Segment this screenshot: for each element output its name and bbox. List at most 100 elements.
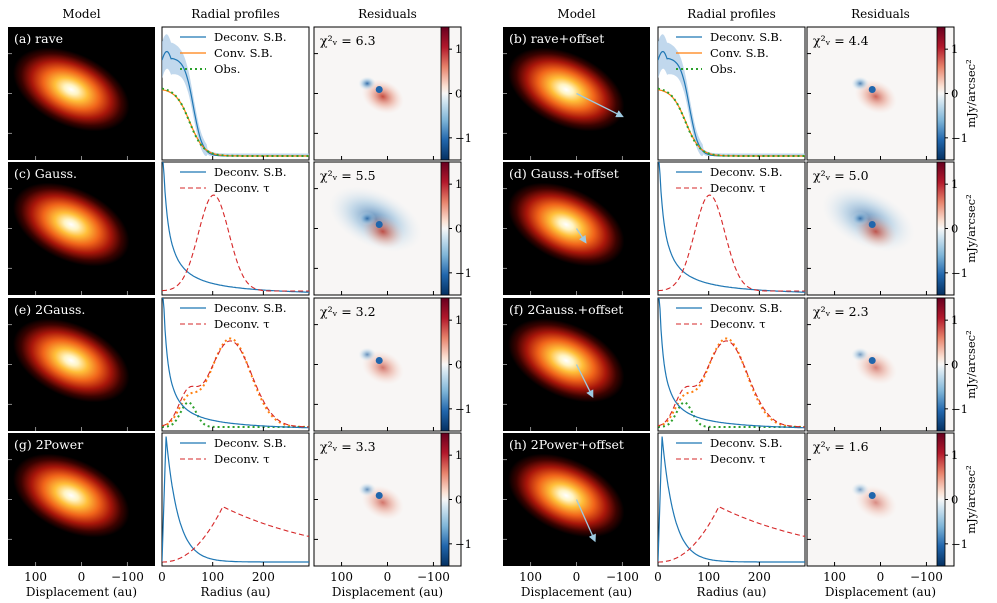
chi-label: χ²ᵥ = 3.3 (320, 439, 376, 454)
conv-sb-line (162, 89, 309, 157)
deconv-tau-line (658, 194, 805, 292)
legend-label: Deconv. τ (214, 317, 270, 331)
colorbar-label: mJy/arcsec² (964, 194, 978, 262)
radius-axis-label: Radius (au) (697, 585, 767, 599)
colorbar-tick-label: 0 (951, 222, 958, 236)
radius-tick-label: 100 (201, 570, 224, 584)
profile-plot-area (658, 162, 805, 293)
deconv-sb-line (162, 298, 309, 429)
displacement-axis-label: Displacement (au) (332, 585, 443, 599)
column-title-5: Residuals (851, 7, 910, 21)
displacement-tick-label: 100 (330, 570, 353, 584)
residual-blue-blob (851, 211, 870, 226)
displacement-tick-label: 0 (877, 570, 885, 584)
residual-blue-blob (851, 347, 870, 362)
colorbar-label: mJy/arcsec² (964, 330, 978, 398)
residual-blue-blob (851, 482, 870, 497)
displacement-tick-label: −100 (111, 570, 144, 584)
displacement-axis-label: Displacement (au) (26, 585, 137, 599)
offset-arrow (576, 92, 624, 118)
deconv-tau-line (658, 505, 805, 563)
colorbar-tick-label: −1 (951, 131, 968, 145)
model-panel-label: (d) Gauss.+offset (509, 166, 619, 181)
residual-center-dot (868, 86, 876, 94)
colorbar-tick-label: 1 (951, 42, 958, 56)
chi-label: χ²ᵥ = 2.3 (813, 304, 869, 319)
deconv-tau-line (162, 194, 309, 292)
deconv-tau-line (162, 505, 309, 563)
offset-arrow (575, 499, 596, 543)
colorbar-tick-label: 0 (455, 358, 462, 372)
displacement-axis-label: Displacement (au) (825, 585, 936, 599)
disk-model-image (12, 453, 130, 538)
radius-axis-label: Radius (au) (201, 585, 271, 599)
residual-center-dot (375, 492, 383, 500)
uncertainty-band (162, 34, 309, 156)
column-title-0: Model (62, 7, 100, 21)
disk-model-image (507, 47, 625, 132)
displacement-tick-label: 100 (823, 570, 846, 584)
legend-label: Deconv. S.B. (214, 436, 286, 450)
legend-label: Deconv. S.B. (710, 30, 782, 44)
legend-label: Deconv. τ (710, 452, 766, 466)
model-panel-label: (g) 2Power (14, 437, 83, 452)
colorbar (936, 297, 946, 432)
residual-blue-blob (358, 76, 377, 91)
residual-blue-blob (358, 482, 377, 497)
colorbar-tick-label: −1 (951, 537, 968, 551)
disk-model-image (12, 47, 130, 132)
colorbar-tick-label: 1 (455, 313, 462, 327)
colorbar-tick-label: 0 (951, 358, 958, 372)
colorbar-label: mJy/arcsec² (964, 59, 978, 127)
residual-center-dot (375, 86, 383, 94)
disk-model-image (12, 182, 130, 267)
radius-tick-label: 0 (654, 570, 662, 584)
colorbar-tick-label: 1 (455, 448, 462, 462)
displacement-tick-label: −100 (910, 570, 943, 584)
chi-label: χ²ᵥ = 3.2 (320, 304, 376, 319)
colorbar-tick-label: 0 (455, 87, 462, 101)
chi-label: χ²ᵥ = 1.6 (813, 439, 869, 454)
colorbar-tick-label: 1 (455, 42, 462, 56)
residual-blue-blob (358, 211, 377, 226)
colorbar-tick-label: −1 (455, 402, 472, 416)
displacement-tick-label: −100 (417, 570, 450, 584)
radius-tick-label: 200 (748, 570, 771, 584)
profile-plot-area (162, 34, 309, 157)
colorbar-tick-label: 1 (951, 448, 958, 462)
displacement-tick-label: 100 (519, 570, 542, 584)
uncertainty-band (658, 34, 805, 156)
disk-model-image (12, 318, 130, 403)
profile-plot-area (162, 162, 309, 293)
residual-blue-blob (851, 76, 870, 91)
obs-tau-line (658, 337, 805, 428)
residual-center-dot (375, 357, 383, 365)
profile-panel (657, 432, 806, 567)
legend-label: Deconv. τ (214, 452, 270, 466)
obs-tau-line (162, 337, 309, 428)
radius-tick-label: 100 (697, 570, 720, 584)
legend-label: Obs. (710, 62, 736, 76)
chi-label: χ²ᵥ = 6.3 (320, 33, 376, 48)
displacement-tick-label: 0 (384, 570, 392, 584)
profile-plot-area (658, 34, 805, 157)
colorbar (440, 432, 450, 567)
legend-label: Deconv. S.B. (214, 301, 286, 315)
colorbar-tick-label: 0 (951, 493, 958, 507)
profile-panel (161, 26, 310, 161)
chi-label: χ²ᵥ = 5.0 (813, 168, 869, 183)
profile-plot-area (162, 436, 309, 563)
deconv-tau-line (162, 340, 309, 428)
chi-label: χ²ᵥ = 5.5 (320, 168, 376, 183)
model-panel-label: (c) Gauss. (14, 166, 77, 181)
radius-tick-label: 0 (158, 570, 166, 584)
legend-label: Obs. (214, 62, 240, 76)
displacement-tick-label: 100 (24, 570, 47, 584)
colorbar-tick-label: 1 (951, 177, 958, 191)
displacement-tick-label: −100 (606, 570, 639, 584)
legend-label: Deconv. τ (710, 317, 766, 331)
residual-center-dot (868, 492, 876, 500)
colorbar (440, 26, 450, 161)
colorbar-tick-label: −1 (455, 266, 472, 280)
